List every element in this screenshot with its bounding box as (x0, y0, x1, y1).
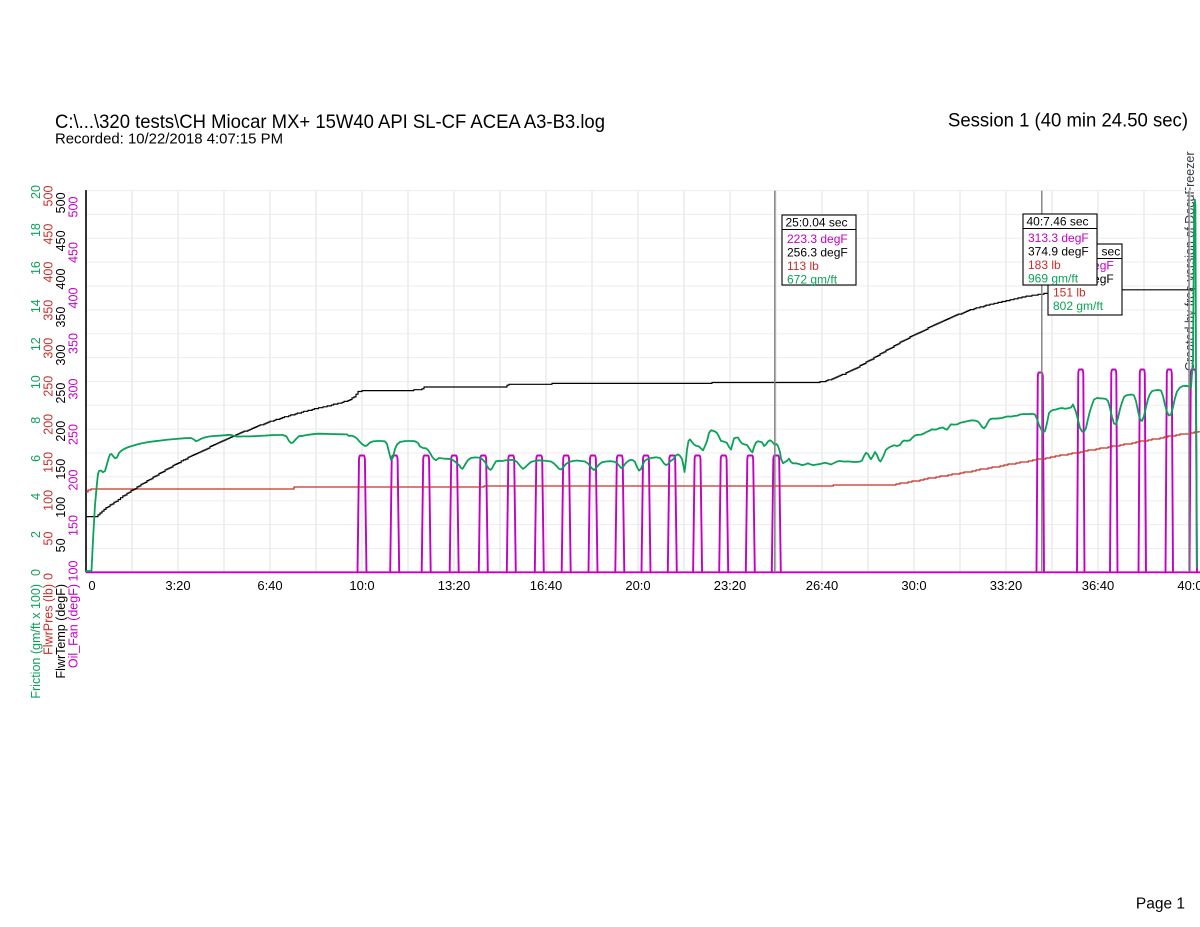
svg-text:10: 10 (29, 375, 43, 389)
svg-text:300: 300 (42, 338, 56, 359)
svg-text:16:40: 16:40 (530, 578, 563, 593)
svg-text:Friction (gm/ft x 100): Friction (gm/ft x 100) (29, 584, 43, 699)
svg-text:400: 400 (42, 262, 56, 283)
svg-text:969 gm/ft: 969 gm/ft (1028, 272, 1079, 286)
svg-text:256.3 degF: 256.3 degF (787, 246, 848, 260)
svg-text:14: 14 (29, 299, 43, 313)
svg-text:4: 4 (29, 493, 43, 500)
svg-text:150: 150 (54, 459, 68, 480)
svg-text:200: 200 (42, 414, 56, 435)
svg-text:450: 450 (42, 224, 56, 245)
svg-text:20:0: 20:0 (625, 578, 650, 593)
svg-text:3:20: 3:20 (165, 578, 190, 593)
svg-text:200: 200 (67, 470, 81, 491)
svg-text:40:7.46 sec: 40:7.46 sec (1027, 215, 1089, 229)
svg-text:300: 300 (54, 345, 68, 366)
svg-text:113 lb: 113 lb (787, 259, 819, 273)
svg-text:350: 350 (54, 307, 68, 328)
svg-text:13:20: 13:20 (438, 578, 471, 593)
svg-text:16: 16 (29, 261, 43, 275)
svg-text:50: 50 (54, 538, 68, 552)
svg-text:0: 0 (29, 569, 43, 576)
svg-text:30:0: 30:0 (901, 578, 926, 593)
svg-text:6: 6 (29, 455, 43, 462)
svg-text:400: 400 (67, 288, 81, 309)
svg-text:500: 500 (67, 197, 81, 218)
svg-text:Session 1 (40 min 24.50 sec): Session 1 (40 min 24.50 sec) (948, 111, 1188, 132)
svg-text:672 gm/ft: 672 gm/ft (787, 273, 838, 287)
svg-text:183 lb: 183 lb (1028, 258, 1061, 272)
svg-text:500: 500 (42, 186, 56, 207)
svg-text:0: 0 (42, 573, 56, 580)
svg-text:36:40: 36:40 (1082, 578, 1115, 593)
svg-text:250: 250 (67, 424, 81, 445)
svg-text:300: 300 (67, 379, 81, 400)
svg-text:Oil_Fan (degF): Oil_Fan (degF) (67, 584, 81, 668)
svg-text:25:0.04 sec: 25:0.04 sec (786, 216, 848, 230)
svg-text:313.3 degF: 313.3 degF (1028, 231, 1089, 245)
svg-text:250: 250 (42, 376, 56, 397)
svg-text:100: 100 (54, 497, 68, 518)
svg-text:150: 150 (67, 515, 81, 536)
svg-text:FlwrPres (lb): FlwrPres (lb) (42, 584, 56, 655)
svg-text:FlwrTemp (degF): FlwrTemp (degF) (54, 584, 68, 678)
svg-text:0: 0 (88, 578, 95, 593)
svg-text:450: 450 (54, 230, 68, 251)
svg-text:200: 200 (54, 421, 68, 442)
svg-text:151 lb: 151 lb (1053, 286, 1086, 300)
svg-text:400: 400 (54, 269, 68, 290)
svg-text:802 gm/ft: 802 gm/ft (1053, 299, 1104, 313)
svg-text:Recorded: 10/22/2018 4:07:15 P: Recorded: 10/22/2018 4:07:15 PM (55, 131, 283, 148)
svg-text:18: 18 (29, 223, 43, 237)
svg-text:500: 500 (54, 192, 68, 213)
svg-text:350: 350 (67, 333, 81, 354)
svg-text:250: 250 (54, 383, 68, 404)
svg-text:12: 12 (29, 337, 43, 351)
svg-text:Page 1: Page 1 (1136, 896, 1185, 913)
svg-text:100: 100 (42, 490, 56, 511)
svg-text:6:40: 6:40 (257, 578, 282, 593)
svg-text:150: 150 (42, 452, 56, 473)
svg-text:450: 450 (67, 242, 81, 263)
svg-text:C:\...\320 tests\CH Miocar MX+: C:\...\320 tests\CH Miocar MX+ 15W40 API… (55, 111, 605, 133)
svg-text:8: 8 (29, 417, 43, 424)
svg-text:350: 350 (42, 300, 56, 321)
svg-text:33:20: 33:20 (990, 578, 1023, 593)
svg-text:40:0: 40:0 (1177, 578, 1200, 593)
svg-text:50: 50 (42, 532, 56, 546)
svg-text:2: 2 (29, 531, 43, 538)
svg-text:223.3 degF: 223.3 degF (787, 232, 848, 246)
svg-text:100: 100 (67, 561, 81, 582)
svg-text:10:0: 10:0 (349, 578, 374, 593)
svg-text:20: 20 (29, 185, 43, 199)
svg-text:23:20: 23:20 (714, 578, 747, 593)
svg-text:374.9 degF: 374.9 degF (1028, 245, 1089, 259)
svg-text:26:40: 26:40 (806, 578, 839, 593)
